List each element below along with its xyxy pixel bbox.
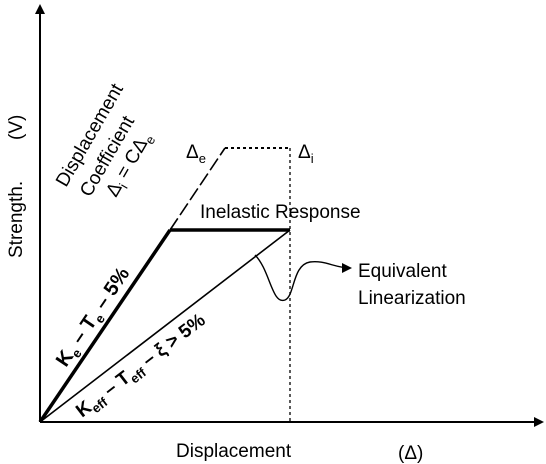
equivalent-line2: Linearization bbox=[358, 288, 466, 309]
text-part: i bbox=[311, 151, 314, 166]
delta-e-label: Δe bbox=[186, 142, 206, 166]
text-part: – ξ > 5% bbox=[134, 310, 209, 375]
x-axis-label: Displacement bbox=[176, 441, 292, 462]
elastic-line-label: Ke – Te – 5% bbox=[52, 263, 137, 372]
y-axis-unit: (V) bbox=[6, 115, 27, 140]
elastic-extension bbox=[169, 147, 226, 231]
pointer-arrow bbox=[254, 254, 352, 301]
elastic-line bbox=[38, 229, 172, 423]
effective-line bbox=[39, 229, 291, 423]
text-part: Δ bbox=[298, 142, 311, 163]
text-part: i bbox=[116, 181, 130, 191]
text-part: e bbox=[199, 151, 206, 166]
x-axis-unit: (Δ) bbox=[398, 443, 423, 464]
delta-i-label: Δi bbox=[298, 142, 314, 166]
equivalent-line1: Equivalent bbox=[358, 261, 447, 282]
inelastic-label: Inelastic Response bbox=[200, 202, 361, 223]
y-axis-label: Strength. bbox=[6, 181, 27, 258]
text-part: Δ bbox=[186, 142, 199, 163]
